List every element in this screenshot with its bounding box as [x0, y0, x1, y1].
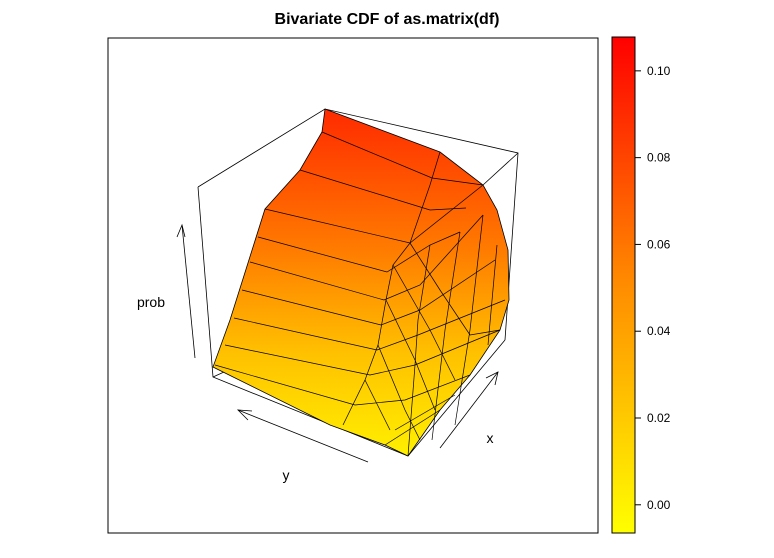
- plot-frame: [107, 37, 599, 534]
- colorbar: [611, 36, 636, 534]
- colorbar-ticks: 0.00 0.02 0.04 0.06 0.08 0.10: [635, 64, 671, 512]
- surface-mesh: [214, 131, 506, 457]
- colorbar-tick-label: 0.08: [647, 151, 671, 165]
- colorbar-tick-label: 0.06: [647, 237, 671, 251]
- y-axis-arrow-icon: [236, 409, 369, 463]
- chart-title: Bivariate CDF of as.matrix(df): [275, 11, 500, 28]
- colorbar-tick-label: 0.10: [647, 64, 671, 78]
- colorbar-tick-label: 0.02: [647, 411, 671, 425]
- x-axis-label: x: [487, 430, 494, 446]
- z-axis-label: prob: [137, 294, 165, 310]
- y-axis-label: y: [283, 467, 290, 483]
- prob-axis-arrow-icon: [176, 223, 196, 359]
- cdf-surface: [212, 108, 510, 457]
- axis-arrows: [176, 223, 499, 463]
- colorbar-tick-label: 0.00: [647, 498, 671, 512]
- x-axis-arrow-icon: [439, 371, 499, 449]
- colorbar-tick-label: 0.04: [647, 324, 671, 338]
- bounding-box-front: [407, 152, 519, 457]
